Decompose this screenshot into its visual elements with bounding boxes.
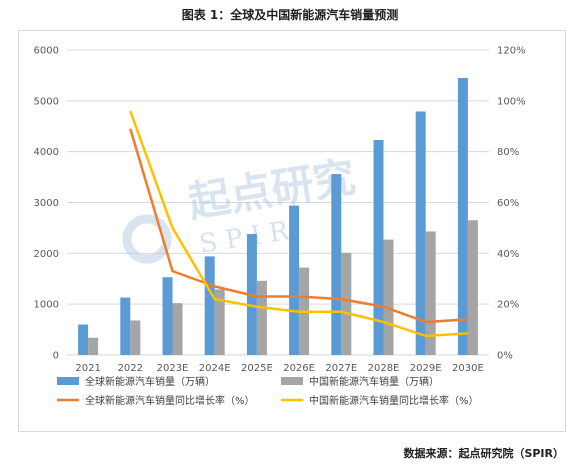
- chart-title: 图表 1：全球及中国新能源汽车销量预测: [181, 8, 399, 22]
- chart-frame: 0 1000 2000 3000 4000 5000 6000 0% 20% 40% 60% 80% 1…: [18, 30, 566, 432]
- data-source-note: 数据来源：起点研究院（SPIR）: [403, 447, 564, 460]
- y-right-tick-label: 120%: [497, 46, 526, 57]
- legend-label: 全球新能源汽车销量（万辆）: [85, 375, 215, 388]
- x-tick-label: 2023E: [157, 363, 189, 374]
- line-global-growth: [129, 128, 468, 324]
- bar-china-sales: [214, 289, 225, 355]
- bar-global-sales: [120, 297, 131, 355]
- bar-china-sales: [383, 239, 394, 355]
- y-left-tick-label: 1000: [34, 300, 59, 311]
- bar-global-sales: [162, 277, 173, 355]
- bar-global-sales: [415, 111, 426, 355]
- bar-china-sales: [88, 337, 99, 355]
- y-right-tick-label: 100%: [497, 96, 526, 107]
- bar-global-sales: [373, 139, 384, 355]
- legend-swatch: [281, 377, 303, 385]
- bar-china-sales: [130, 320, 141, 355]
- watermark-logo-mark: [122, 214, 172, 264]
- y-left-tick-label: 2000: [34, 249, 59, 260]
- x-tick-label: 2021: [75, 363, 100, 374]
- bar-global-sales: [78, 324, 89, 355]
- bar-china-sales: [467, 220, 478, 355]
- x-tick-label: 2029E: [410, 363, 442, 374]
- x-tick-label: 2027E: [325, 363, 357, 374]
- y-left-tick-label: 4000: [34, 147, 59, 158]
- y-left-tick-label: 6000: [34, 46, 59, 57]
- legend-label: 中国新能源汽车销量（万辆）: [309, 375, 439, 388]
- x-tick-label: 2030E: [452, 363, 484, 374]
- bar-china-sales: [341, 252, 352, 355]
- y-right-tick-label: 20%: [497, 300, 519, 311]
- bar-global-sales: [289, 205, 300, 355]
- x-tick-label: 2026E: [283, 363, 315, 374]
- bar-global-sales: [204, 256, 215, 355]
- y-right-tick-label: 0%: [497, 351, 513, 362]
- line-china-growth: [129, 110, 468, 338]
- legend-label: 中国新能源汽车销量同比增长率（%）: [309, 394, 479, 407]
- x-tick-label: 2025E: [241, 363, 273, 374]
- legend-swatch: [57, 377, 79, 385]
- y-right-tick-label: 60%: [497, 198, 519, 209]
- x-tick-label: 2024E: [199, 363, 231, 374]
- bar-global-sales: [457, 77, 468, 356]
- bar-china-sales: [256, 280, 267, 355]
- x-tick-label: 2022: [118, 363, 143, 374]
- bar-china-sales: [172, 303, 183, 355]
- legend-label: 全球新能源汽车销量同比增长率（%）: [85, 394, 255, 407]
- x-tick-label: 2028E: [368, 363, 400, 374]
- bar-global-sales: [331, 174, 342, 355]
- bar-china-sales: [425, 231, 436, 355]
- chart-svg: 0 1000 2000 3000 4000 5000 6000 0% 20% 40% 60% 80% 1…: [34, 46, 526, 408]
- y-left-tick-label: 0: [53, 351, 59, 362]
- y-left-tick-label: 3000: [34, 198, 59, 209]
- y-right-tick-label: 80%: [497, 147, 519, 158]
- y-right-tick-label: 40%: [497, 249, 519, 260]
- y-left-tick-label: 5000: [34, 96, 59, 107]
